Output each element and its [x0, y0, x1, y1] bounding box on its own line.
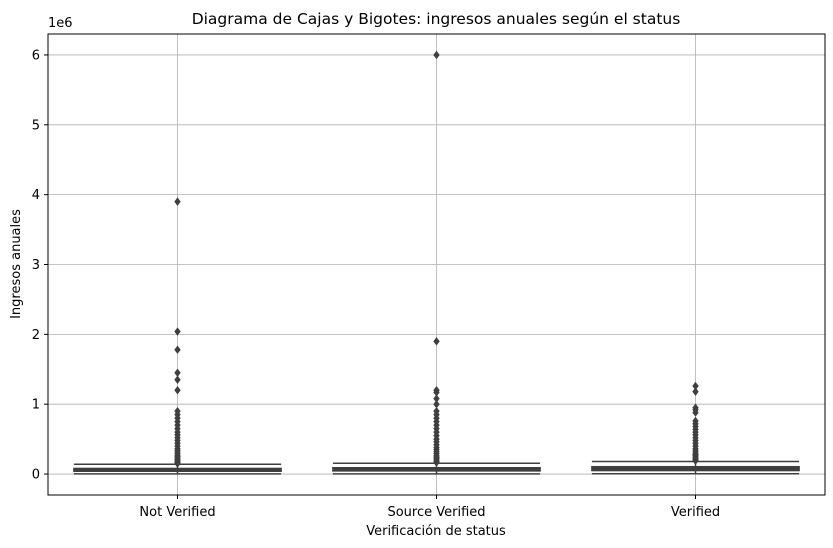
x-tick-label: Not Verified — [139, 505, 215, 520]
outlier-point — [692, 381, 699, 391]
y-tick-label: 1 — [32, 398, 40, 413]
x-tick-label: Verified — [671, 505, 720, 520]
x-axis-label: Verificación de status — [366, 524, 506, 539]
box-verified — [591, 381, 800, 475]
chart-title: Diagrama de Cajas y Bigotes: ingresos an… — [192, 10, 681, 28]
y-tick-label: 4 — [32, 188, 40, 203]
y-tick-label: 3 — [32, 258, 40, 273]
outlier-point — [174, 386, 181, 395]
y-scale-label: 1e6 — [48, 16, 73, 31]
outlier-point — [174, 345, 181, 354]
y-tick-label: 0 — [32, 468, 40, 483]
box-series — [73, 50, 800, 475]
outlier-point — [174, 197, 181, 206]
outlier-point — [174, 327, 181, 336]
axis-ticks: 0 1 2 3 4 5 6 Not Verified Source Verified Verifi… — [32, 48, 720, 520]
y-tick-label: 5 — [32, 118, 40, 133]
x-tick-label: Source Verified — [387, 505, 485, 520]
outlier-point — [433, 50, 440, 60]
outlier-point — [692, 403, 699, 412]
outlier-point — [174, 375, 181, 384]
outlier-point — [433, 406, 440, 416]
outlier-point — [692, 387, 699, 396]
outlier-point — [174, 406, 181, 416]
outlier-point — [692, 416, 699, 426]
y-tick-label: 6 — [32, 48, 40, 63]
y-axis-label: Ingresos anuales — [9, 209, 24, 319]
box-source-verified — [332, 50, 541, 475]
outlier-point — [433, 399, 440, 409]
box-not-verified — [73, 197, 282, 475]
y-tick-label: 2 — [32, 328, 40, 343]
outlier-point — [174, 368, 181, 377]
outlier-point — [433, 386, 440, 395]
outlier-point — [433, 337, 440, 346]
outlier-point — [433, 394, 440, 403]
